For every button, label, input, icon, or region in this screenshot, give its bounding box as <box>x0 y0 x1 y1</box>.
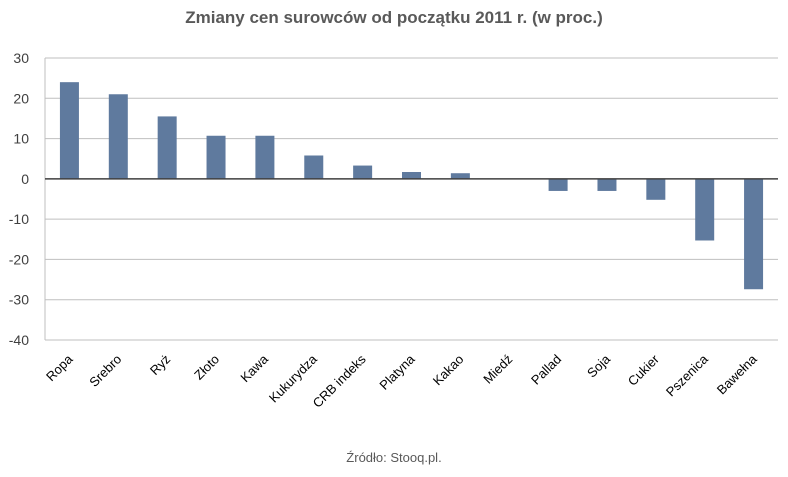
bar-Cukier <box>646 178 666 200</box>
bar-Soja <box>597 178 617 191</box>
category-label: Złoto <box>191 352 222 383</box>
bar-Kawa <box>255 135 275 179</box>
category-label: Ropa <box>43 351 76 384</box>
category-label: Kawa <box>237 351 271 385</box>
category-label: Pallad <box>528 352 564 388</box>
bar-Złoto <box>206 135 226 179</box>
bar-Kakao <box>450 173 470 179</box>
bar-Srebro <box>108 94 128 179</box>
y-tick-label: 10 <box>13 131 29 147</box>
category-label: Platyna <box>376 351 418 393</box>
bars <box>59 82 764 290</box>
category-label: Pszenica <box>663 351 711 399</box>
category-label: Ryż <box>147 352 173 378</box>
y-tick-label: -20 <box>9 251 29 267</box>
bar-Pszenica <box>695 178 715 241</box>
y-tick-label: 0 <box>21 171 29 187</box>
gridlines <box>44 57 778 341</box>
y-tick-label: -10 <box>9 211 29 227</box>
bar-Bawełna <box>744 178 764 290</box>
category-label: Soja <box>584 351 614 381</box>
source-note: Źródło: Stooq.pl. <box>346 450 442 465</box>
bar-Ryż <box>157 116 177 179</box>
y-tick-label: -30 <box>9 292 29 308</box>
bar-Ropa <box>59 82 79 179</box>
bar-Platyna <box>402 172 421 179</box>
bar-Kukurydza <box>304 155 324 179</box>
y-tick-label: 30 <box>13 50 29 66</box>
bar-Pallad <box>548 178 568 191</box>
y-axis-tick-labels: 30 20 10 0 -10 -20 -30 -40 <box>9 50 29 348</box>
category-label: Srebro <box>86 352 124 390</box>
category-label: CRB indeks <box>310 351 369 410</box>
category-label: Miedź <box>480 352 515 387</box>
category-label: Cukier <box>625 351 663 389</box>
y-tick-label: -40 <box>9 332 29 348</box>
category-label: Kakao <box>430 352 467 389</box>
y-tick-label: 20 <box>13 90 29 106</box>
chart-title: Zmiany cen surowców od początku 2011 r. … <box>185 8 603 27</box>
category-label: Bawełna <box>714 351 760 397</box>
bar-CRB indeks <box>353 165 373 179</box>
